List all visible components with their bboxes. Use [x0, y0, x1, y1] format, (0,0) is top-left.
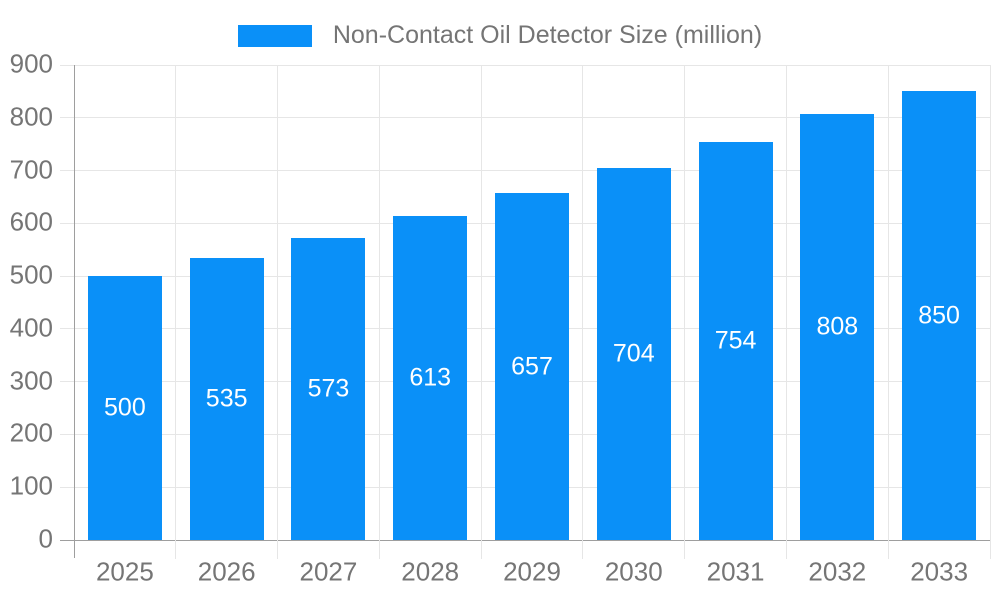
- v-gridline: [175, 65, 177, 559]
- y-tick-label: 300: [9, 365, 53, 396]
- x-tick-label: 2025: [95, 556, 154, 587]
- legend-label: Non-Contact Oil Detector Size (million): [332, 21, 763, 49]
- y-axis-line: [73, 65, 75, 558]
- bar-2026: [189, 257, 264, 540]
- v-gridline: [378, 65, 380, 559]
- bar-value-label: 535: [205, 384, 248, 413]
- v-gridline: [989, 65, 991, 559]
- y-tick-label: 100: [9, 470, 53, 501]
- bar-value-label: 704: [612, 339, 655, 368]
- v-gridline: [785, 65, 787, 559]
- x-tick-label: 2033: [910, 556, 969, 587]
- bar-2032: [800, 113, 875, 540]
- bar-value-label: 754: [714, 326, 757, 355]
- bar-2028: [393, 216, 468, 540]
- bar-2031: [698, 142, 773, 540]
- h-gridline: [60, 117, 990, 119]
- bar-2029: [495, 193, 569, 540]
- h-gridline: [60, 170, 990, 172]
- y-tick-label: 900: [9, 48, 53, 79]
- x-tick-label: 2027: [299, 556, 358, 587]
- chart-legend: Non-Contact Oil Detector Size (million): [0, 21, 1000, 50]
- plot-area: 0 100 200 300 400 500 600 700 800 900 500 2025 535 20…: [10, 49, 991, 587]
- legend-swatch: [237, 24, 312, 47]
- v-gridline: [480, 65, 482, 559]
- bar-2030: [596, 168, 671, 540]
- bar-value-label: 657: [511, 352, 553, 381]
- x-tick-label: 2030: [604, 556, 663, 587]
- y-tick-label: 800: [9, 101, 53, 132]
- bar-2033: [902, 91, 977, 540]
- bar-value-label: 808: [816, 312, 859, 341]
- v-gridline: [277, 65, 279, 559]
- h-gridline: [60, 64, 990, 66]
- y-tick-label: 400: [9, 312, 53, 343]
- bar-value-label: 500: [104, 393, 146, 422]
- y-tick-label: 200: [9, 417, 53, 448]
- x-tick-label: 2031: [706, 556, 765, 587]
- y-tick-label: 0: [38, 523, 53, 554]
- bar-2027: [291, 237, 366, 540]
- x-tick-label: 2029: [503, 556, 561, 587]
- v-gridline: [887, 65, 889, 559]
- y-tick-label: 700: [9, 154, 53, 185]
- v-gridline: [582, 65, 584, 559]
- bar-value-label: 850: [918, 301, 960, 330]
- x-tick-label: 2026: [197, 556, 256, 587]
- x-tick-label: 2028: [401, 556, 460, 587]
- y-tick-label: 500: [9, 259, 53, 290]
- bar-value-label: 573: [307, 374, 350, 403]
- v-gridline: [684, 65, 686, 559]
- bar-2025: [87, 276, 162, 540]
- bar-value-label: 613: [409, 363, 452, 392]
- x-tick-label: 2032: [808, 556, 867, 587]
- y-tick-label: 600: [9, 206, 53, 237]
- x-axis-baseline: [60, 539, 990, 541]
